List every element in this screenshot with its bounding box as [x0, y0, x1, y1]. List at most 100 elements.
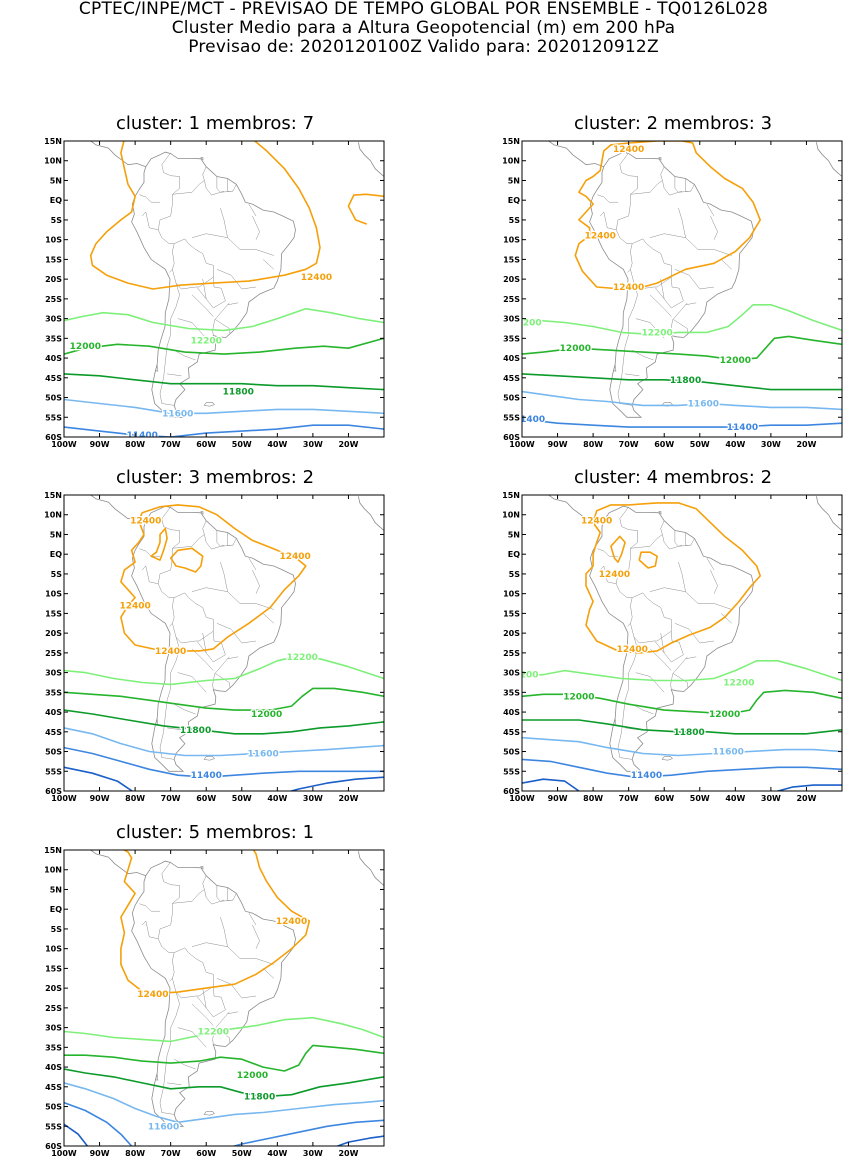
header-line-3: Previsao de: 2020120100Z Valido para: 20…	[188, 37, 659, 57]
lon-label: 50W	[690, 440, 710, 449]
map-plot: 12400 12400 12400 1200 12200 12000 12000 11800 1…	[502, 137, 843, 449]
lon-label: 80W	[125, 440, 145, 449]
country-border	[161, 861, 180, 926]
coastline	[131, 860, 296, 1127]
country-border	[685, 178, 695, 192]
country-border	[649, 587, 732, 610]
country-border	[211, 544, 233, 550]
country-border	[630, 534, 663, 549]
map-layer: 12400 12200 12000 11800 11600 11400	[64, 141, 384, 437]
contour-line	[231, 1119, 384, 1146]
lat-label: 15S	[45, 255, 62, 264]
contour-label: 200	[520, 671, 539, 681]
country-border	[262, 613, 274, 624]
country-border	[635, 672, 665, 693]
africa-coast	[358, 496, 384, 531]
lon-label: 30W	[303, 1149, 323, 1158]
country-border	[649, 648, 672, 671]
country-border	[669, 190, 691, 196]
country-border	[674, 623, 715, 644]
map-layer: 12400 12400 12200 12000 11800 11600	[64, 850, 384, 1146]
country-border	[175, 985, 214, 999]
contour-label: 12000	[251, 710, 282, 720]
country-border	[139, 194, 160, 203]
lat-label: 35S	[45, 334, 62, 343]
country-border	[167, 727, 182, 731]
country-border	[619, 506, 638, 571]
contour-line	[150, 527, 168, 561]
lat-label: 5N	[508, 530, 520, 539]
country-border	[142, 920, 159, 940]
contour-line	[64, 709, 384, 735]
lon-label: 50W	[232, 440, 252, 449]
country-border	[214, 1011, 231, 1043]
country-border	[615, 569, 633, 627]
island	[200, 866, 204, 870]
lat-label: 25S	[45, 649, 62, 658]
country-border	[227, 1011, 239, 1015]
lat-label: 55S	[503, 767, 520, 776]
country-border	[159, 978, 180, 1115]
contour-label: 12200	[198, 1028, 229, 1038]
country-border	[191, 587, 274, 610]
lat-label: 45S	[45, 1083, 62, 1092]
country-border	[159, 623, 180, 760]
contour-label: 12000	[709, 710, 740, 720]
lat-label: 45S	[503, 374, 520, 383]
lat-label: 15S	[45, 964, 62, 973]
country-border	[202, 279, 207, 299]
country-border	[685, 532, 695, 546]
contour-line	[64, 1123, 89, 1146]
contour-label: 11600	[148, 1122, 179, 1132]
lat-label: 15S	[45, 609, 62, 618]
contour-line	[522, 373, 842, 391]
contour-line	[522, 719, 842, 735]
contour-label: 12400	[599, 570, 630, 580]
contour-label: 11600	[247, 750, 278, 760]
coastline	[131, 151, 296, 418]
country-border	[142, 211, 159, 231]
lat-label: EQ	[50, 905, 62, 914]
country-border	[685, 656, 697, 660]
country-border	[670, 673, 674, 690]
map-panel-cluster-1: cluster: 1 membros: 7 12400 12200 12000 118…	[40, 113, 390, 459]
contour-line	[610, 535, 626, 563]
map-panel-cluster-3: cluster: 3 membros: 2 12400 12400 12400 124…	[40, 467, 390, 813]
lat-label: EQ	[50, 196, 62, 205]
lat-label: 50S	[45, 748, 62, 757]
contour-label: 11400	[631, 771, 662, 781]
country-border	[212, 319, 216, 336]
contour-label: 12200	[287, 653, 318, 663]
map-frame	[63, 494, 385, 792]
contour-line	[122, 850, 133, 859]
contour-line	[64, 373, 384, 391]
contour-label: 12400	[119, 602, 150, 612]
country-border	[678, 208, 686, 238]
contour-label: 12400	[613, 283, 644, 293]
lat-label: 5S	[51, 925, 63, 934]
lon-label: 50W	[232, 1149, 252, 1158]
lon-label: 80W	[583, 440, 603, 449]
country-border	[174, 947, 214, 987]
country-border	[600, 565, 617, 585]
lat-label: 25S	[45, 295, 62, 304]
lon-label: 80W	[125, 1149, 145, 1158]
map-frame	[63, 140, 385, 438]
contour-line	[89, 141, 321, 290]
lat-label: 45S	[503, 728, 520, 737]
africa-coast	[358, 142, 384, 177]
panel-title: cluster: 3 membros: 2	[115, 467, 315, 488]
lat-label: 60S	[503, 787, 520, 796]
island	[613, 365, 617, 372]
contour-label: 12200	[641, 328, 672, 338]
country-border	[674, 530, 683, 547]
lat-label: 15N	[502, 491, 520, 500]
contour-label: 11600	[688, 399, 719, 409]
lat-label: 15N	[44, 137, 62, 146]
country-border	[161, 152, 180, 217]
lat-label: 10N	[44, 866, 62, 875]
country-border	[216, 885, 225, 902]
lon-label: 40W	[267, 794, 287, 803]
country-border	[172, 534, 205, 549]
country-border	[216, 176, 225, 193]
